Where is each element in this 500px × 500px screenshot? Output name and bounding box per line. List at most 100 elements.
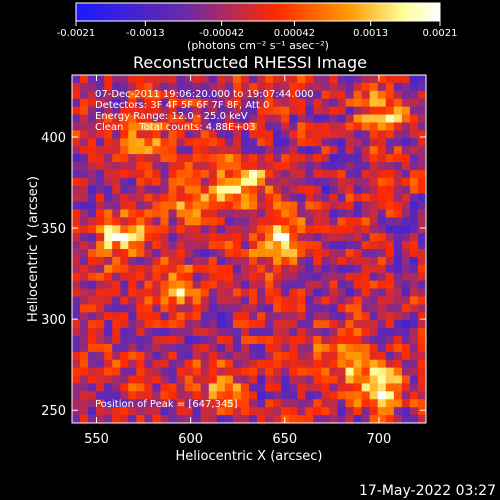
heatmap-cell bbox=[120, 169, 129, 179]
heatmap-cell bbox=[152, 399, 161, 408]
heatmap-cell bbox=[192, 90, 202, 100]
heatmap-cell bbox=[120, 359, 129, 368]
heatmap-cell bbox=[289, 146, 298, 155]
heatmap-cell bbox=[112, 367, 121, 376]
heatmap-cell bbox=[281, 233, 290, 242]
heatmap-cell bbox=[369, 193, 379, 202]
heatmap-cell bbox=[289, 82, 298, 92]
heatmap-cell bbox=[112, 383, 121, 392]
heatmap-cell bbox=[345, 407, 354, 416]
heatmap-cell bbox=[345, 241, 354, 250]
heatmap-cell bbox=[289, 225, 298, 234]
heatmap-cell bbox=[144, 375, 153, 384]
heatmap-cell bbox=[305, 415, 314, 424]
heatmap-cell bbox=[265, 359, 274, 368]
heatmap-cell bbox=[96, 82, 105, 92]
heatmap-cell bbox=[216, 328, 226, 337]
heatmap-cell bbox=[273, 233, 282, 242]
heatmap-cell bbox=[401, 391, 411, 400]
heatmap-cell bbox=[144, 82, 153, 92]
heatmap-cell bbox=[385, 391, 395, 400]
heatmap-cell bbox=[385, 122, 395, 131]
heatmap-cell bbox=[80, 296, 89, 305]
heatmap-cell bbox=[144, 193, 153, 202]
heatmap-cell bbox=[329, 106, 338, 115]
heatmap-cell bbox=[176, 98, 185, 107]
heatmap-cell bbox=[321, 82, 330, 92]
heatmap-cell bbox=[401, 399, 411, 408]
heatmap-cell bbox=[385, 233, 395, 242]
heatmap-cell bbox=[377, 154, 387, 163]
heatmap-cell bbox=[257, 336, 266, 345]
heatmap-cell bbox=[88, 304, 97, 313]
heatmap-cell bbox=[232, 106, 242, 115]
heatmap-cell bbox=[112, 169, 121, 179]
heatmap-cell bbox=[224, 304, 234, 313]
heatmap-cell bbox=[184, 106, 193, 115]
heatmap-cell bbox=[305, 304, 314, 313]
heatmap-cell bbox=[361, 288, 370, 297]
heatmap-cell bbox=[144, 359, 153, 368]
heatmap-cell bbox=[112, 233, 121, 242]
heatmap-cell bbox=[88, 256, 97, 266]
heatmap-cell bbox=[232, 130, 242, 139]
heatmap-cell bbox=[401, 177, 411, 187]
heatmap-cell bbox=[96, 130, 105, 139]
heatmap-cell bbox=[385, 288, 395, 297]
heatmap-cell bbox=[112, 185, 121, 194]
heatmap-cell bbox=[176, 82, 185, 92]
heatmap-cell bbox=[401, 185, 411, 194]
heatmap-cell bbox=[401, 336, 411, 345]
heatmap-cell bbox=[216, 256, 226, 266]
heatmap-cell bbox=[176, 328, 185, 337]
heatmap-cell bbox=[168, 130, 177, 139]
heatmap-cell bbox=[345, 201, 354, 210]
heatmap-cell bbox=[200, 304, 210, 313]
heatmap-cell bbox=[385, 367, 395, 376]
heatmap-cell bbox=[329, 82, 338, 92]
heatmap-cell bbox=[257, 130, 266, 139]
heatmap-cell bbox=[88, 201, 97, 210]
heatmap-cell bbox=[120, 320, 129, 329]
heatmap-cell bbox=[265, 114, 274, 123]
heatmap-cell bbox=[120, 162, 129, 171]
heatmap-cell bbox=[297, 272, 306, 281]
heatmap-cell bbox=[240, 75, 250, 84]
heatmap-cell bbox=[144, 106, 153, 115]
heatmap-cell bbox=[377, 375, 387, 384]
heatmap-cell bbox=[136, 320, 145, 329]
heatmap-cell bbox=[192, 241, 202, 250]
heatmap-cell bbox=[168, 272, 177, 281]
heatmap-cell bbox=[136, 280, 145, 289]
heatmap-cell bbox=[160, 304, 169, 313]
heatmap-cell bbox=[281, 209, 290, 218]
heatmap-cell bbox=[329, 320, 338, 329]
heatmap-cell bbox=[385, 130, 395, 139]
heatmap-cell bbox=[417, 399, 427, 408]
heatmap-cell bbox=[96, 114, 105, 123]
heatmap-cell bbox=[401, 201, 411, 210]
heatmap-cell bbox=[289, 320, 298, 329]
heatmap-cell bbox=[273, 399, 282, 408]
heatmap-cell bbox=[192, 106, 202, 115]
heatmap-cell bbox=[176, 375, 185, 384]
heatmap-cell bbox=[128, 130, 137, 139]
heatmap-cell bbox=[232, 383, 242, 392]
heatmap-cell bbox=[88, 272, 97, 281]
heatmap-cell bbox=[176, 320, 185, 329]
heatmap-cell bbox=[112, 343, 121, 353]
heatmap-cell bbox=[353, 407, 362, 416]
heatmap-cell bbox=[257, 343, 266, 353]
heatmap-cell bbox=[321, 154, 330, 163]
heatmap-cell bbox=[353, 383, 362, 392]
heatmap-cell bbox=[240, 249, 250, 258]
heatmap-cell bbox=[409, 233, 419, 242]
heatmap-cell bbox=[96, 162, 105, 171]
heatmap-cell bbox=[401, 407, 411, 416]
heatmap-cell bbox=[385, 256, 395, 266]
heatmap-cell bbox=[353, 217, 362, 226]
heatmap-cell bbox=[112, 209, 121, 218]
heatmap-cell bbox=[240, 82, 250, 92]
heatmap-cell bbox=[208, 312, 218, 321]
heatmap-cell bbox=[273, 328, 282, 337]
